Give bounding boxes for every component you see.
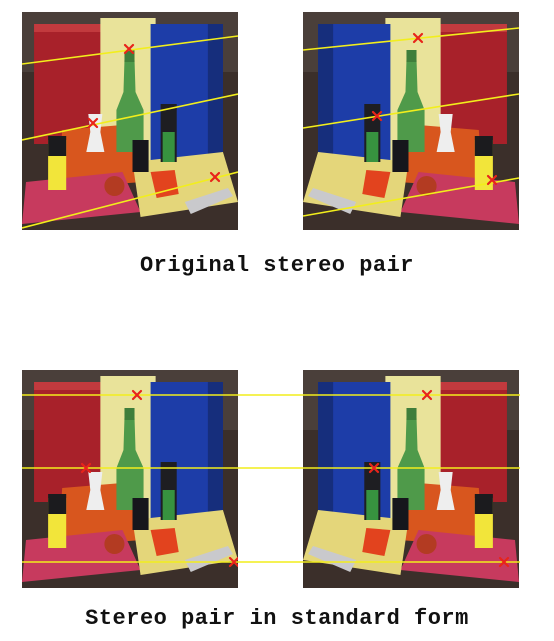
point-marker [80,462,92,474]
epipolar-line [22,93,238,141]
epipolar-line [303,27,519,51]
point-marker [421,389,433,401]
original-right-image [303,12,519,230]
epipolar-line [303,93,519,129]
point-marker [228,556,238,568]
point-marker [412,32,424,44]
epipolar-line [303,177,519,217]
bottom-caption: Stereo pair in standard form [85,606,469,631]
point-marker [123,43,135,55]
epipolar-line [22,171,238,229]
point-marker [371,110,383,122]
point-marker [131,389,143,401]
top-caption: Original stereo pair [139,253,415,278]
point-marker [209,171,221,183]
point-marker [486,174,498,186]
rectified-right-image [303,370,519,588]
point-marker [87,117,99,129]
point-marker [498,556,510,568]
original-left-image [22,12,238,230]
point-marker [368,462,380,474]
rectified-left-image [22,370,238,588]
